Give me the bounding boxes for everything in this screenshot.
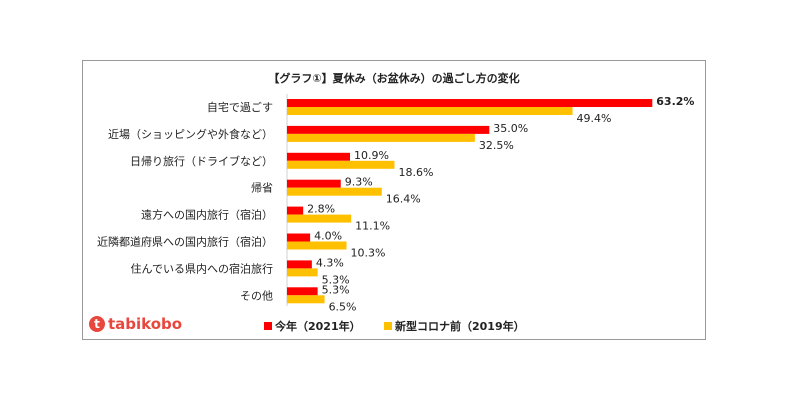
data-label: 6.5% <box>329 300 357 313</box>
chart-title: 【グラフ①】夏休み（お盆休み）の過ごし方の変化 <box>268 72 520 85</box>
bar <box>287 160 395 169</box>
bar <box>287 99 653 107</box>
data-label: 11.1% <box>355 220 390 233</box>
data-label: 18.6% <box>399 166 434 179</box>
category-label: その他 <box>240 289 273 302</box>
data-label: 16.4% <box>386 193 421 206</box>
tabikobo-logo: t tabikobo <box>89 315 182 333</box>
data-label: 49.4% <box>577 112 612 125</box>
data-label: 63.2% <box>656 95 694 108</box>
bar <box>287 125 490 134</box>
bar <box>287 187 382 196</box>
bar <box>287 233 311 242</box>
data-label: 4.0% <box>314 230 342 243</box>
bar <box>287 206 304 215</box>
data-label: 9.3% <box>345 176 373 189</box>
data-label: 4.3% <box>316 256 344 269</box>
legend-label: 新型コロナ前（2019年） <box>395 320 525 333</box>
legend-swatch <box>264 322 272 330</box>
category-label: 近隣都道府県への国内旅行（宿泊） <box>97 235 273 249</box>
legend-swatch <box>384 322 392 330</box>
data-label: 35.0% <box>493 122 528 135</box>
data-label: 32.5% <box>479 139 514 152</box>
bar <box>287 152 351 161</box>
bar <box>287 179 341 188</box>
category-label: 近場（ショッピングや外食など） <box>108 127 273 141</box>
data-label: 5.3% <box>322 273 350 286</box>
category-label: 帰省 <box>251 182 273 195</box>
data-label: 10.3% <box>351 247 386 260</box>
bar <box>287 260 312 269</box>
category-label: 住んでいる県内への宿泊旅行 <box>131 261 273 275</box>
data-label: 5.3% <box>322 283 350 296</box>
category-label: 遠方への国内旅行（宿泊） <box>141 208 273 222</box>
data-label: 10.9% <box>354 149 389 162</box>
logo-text: tabikobo <box>108 315 183 333</box>
bar <box>287 107 573 115</box>
data-label: 2.8% <box>307 203 335 216</box>
bar <box>287 133 475 142</box>
bar <box>287 241 347 250</box>
bar <box>287 268 318 277</box>
category-label: 自宅で過ごす <box>207 100 273 114</box>
bar <box>287 214 352 223</box>
legend-item-2021: 今年（2021年） <box>264 318 361 334</box>
legend-item-2019: 新型コロナ前（2019年） <box>384 318 525 334</box>
logo-icon: t <box>89 316 105 332</box>
chart-frame <box>82 60 706 340</box>
bar <box>287 287 318 296</box>
bar <box>287 295 325 304</box>
legend-label: 今年（2021年） <box>275 320 361 333</box>
category-label: 日帰り旅行（ドライブなど） <box>130 154 273 168</box>
